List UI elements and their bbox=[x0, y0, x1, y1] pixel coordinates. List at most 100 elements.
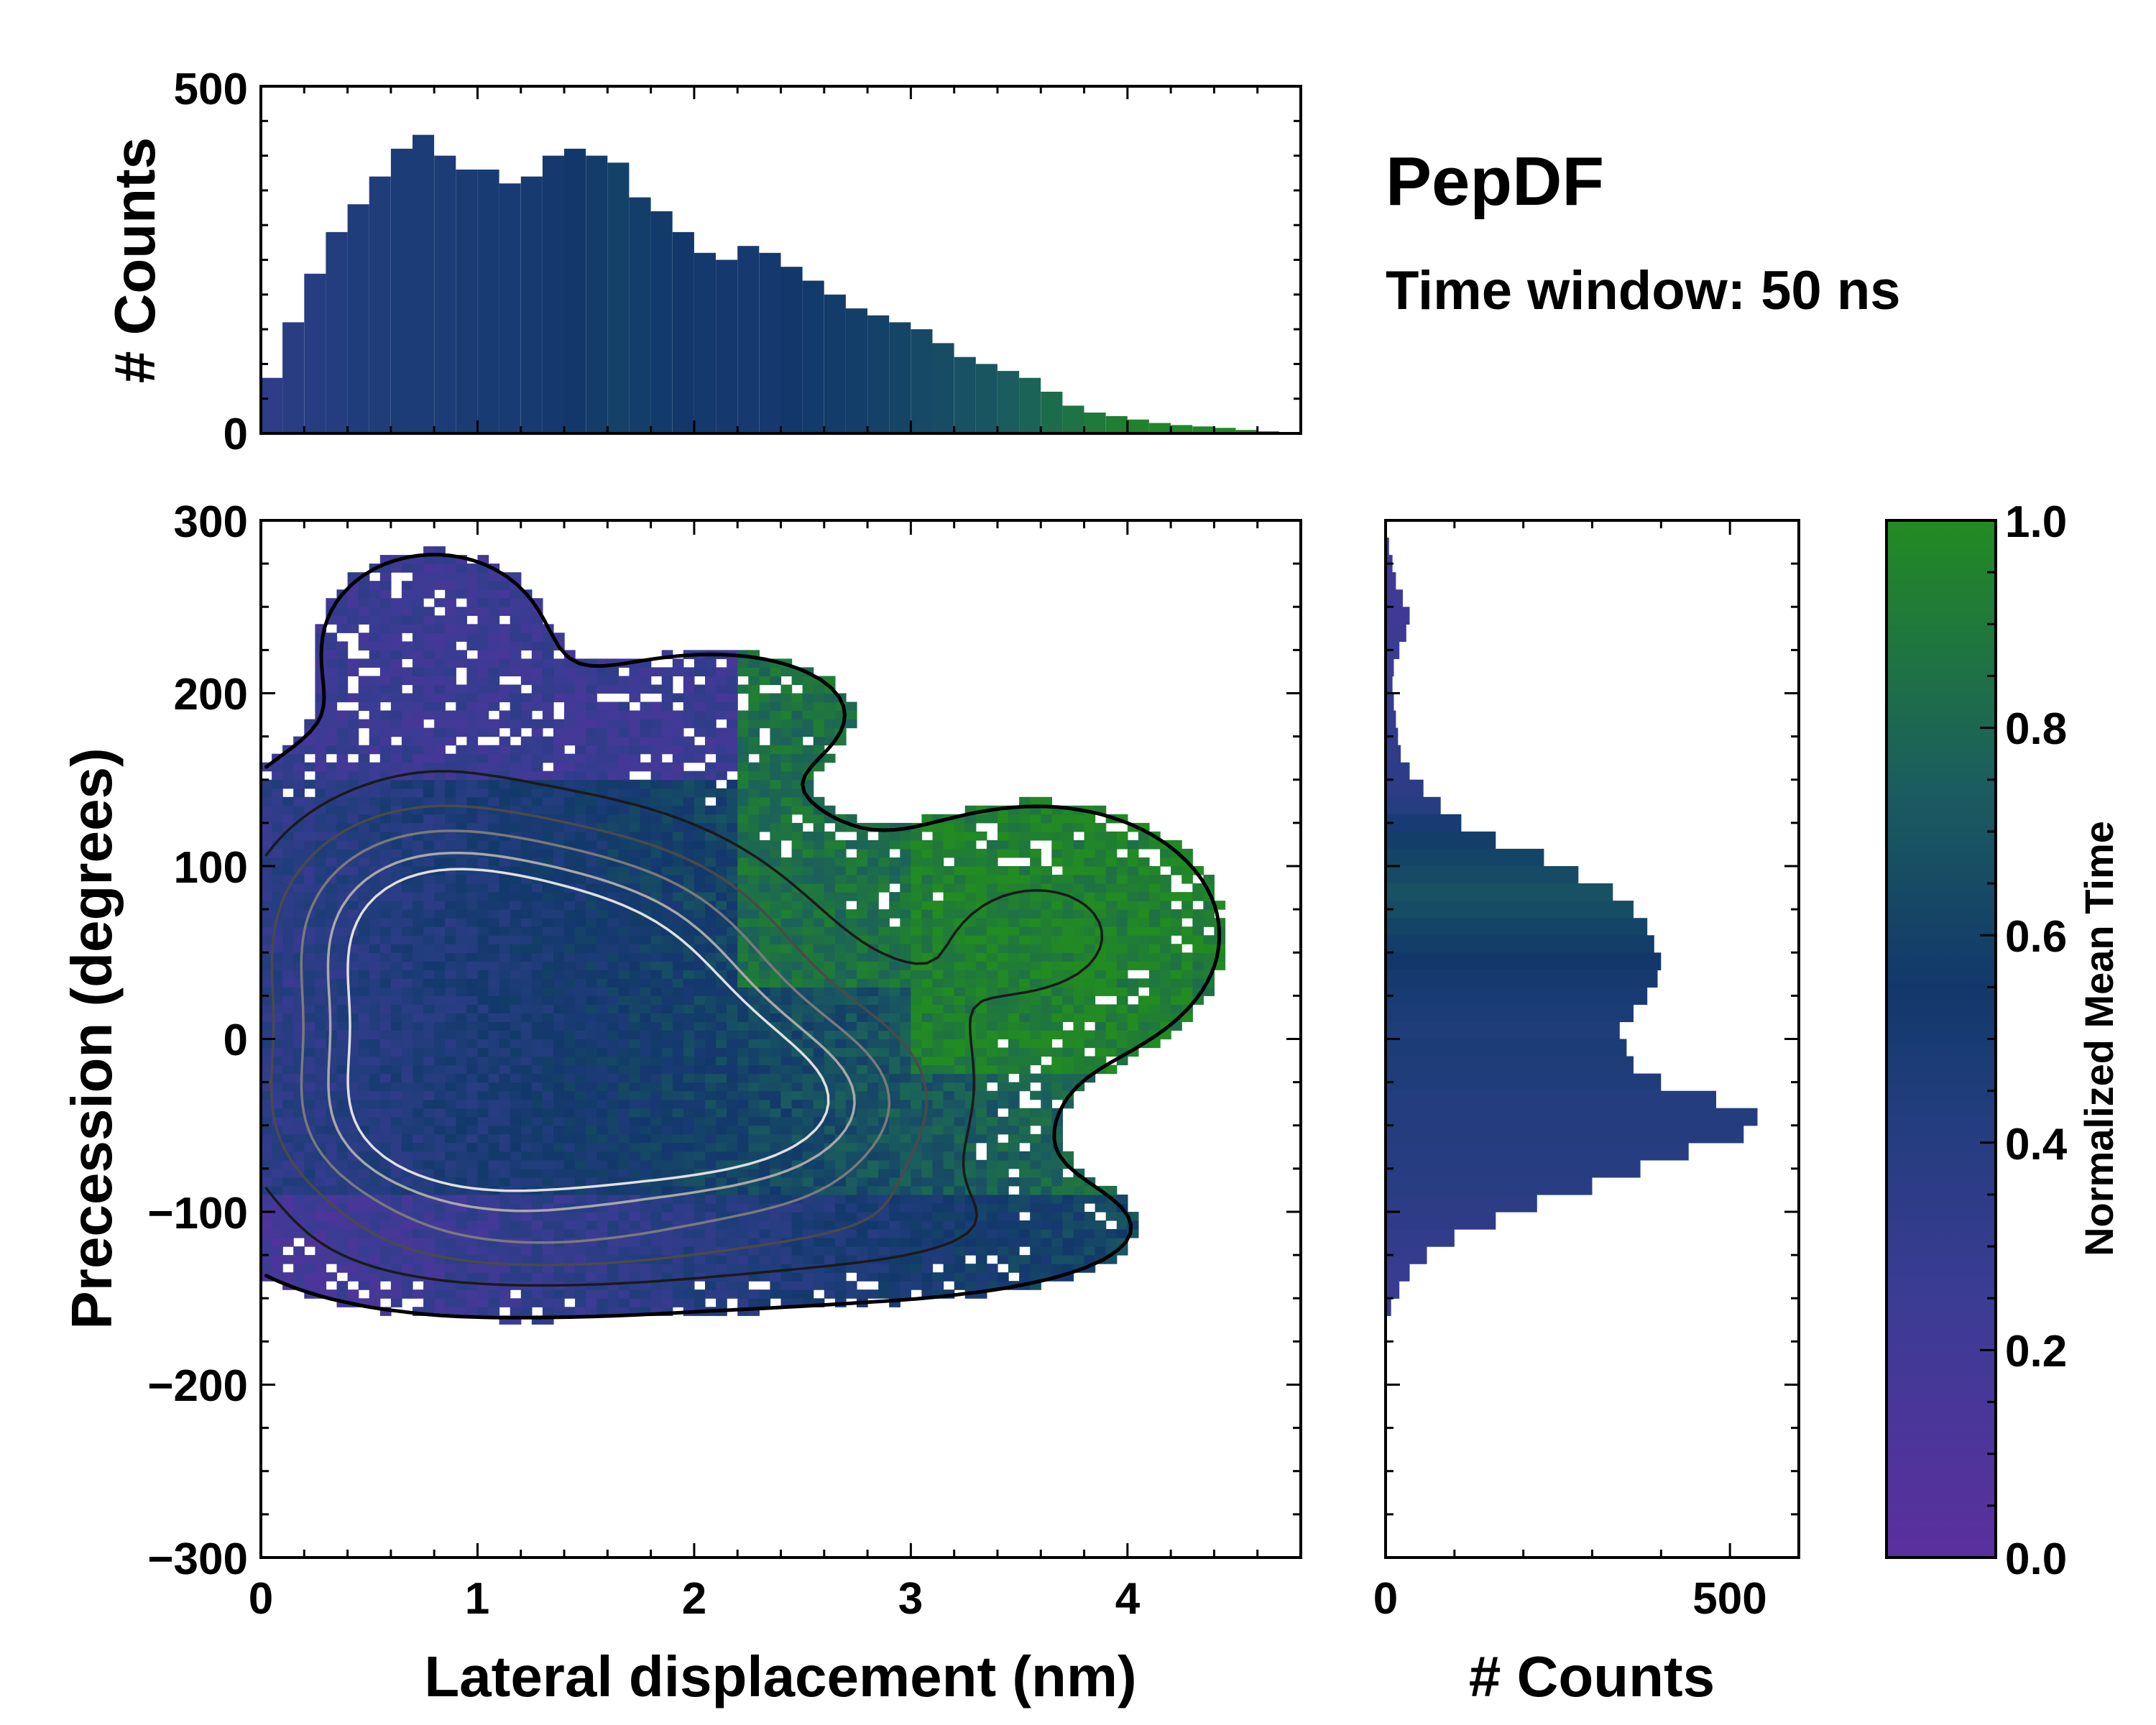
heatmap-cell bbox=[932, 1133, 944, 1144]
heatmap-cell bbox=[445, 1203, 456, 1213]
heatmap-cell bbox=[564, 926, 576, 936]
heatmap-cell bbox=[499, 1013, 511, 1022]
heatmap-cell bbox=[542, 866, 554, 875]
heatmap-cell bbox=[488, 1289, 500, 1299]
heatmap-cell bbox=[640, 710, 652, 720]
heatmap-cell bbox=[434, 1151, 446, 1161]
heatmap-cell bbox=[358, 995, 370, 1005]
heatmap-cell bbox=[575, 814, 586, 824]
heatmap-cell bbox=[683, 1056, 695, 1066]
heatmap-cell bbox=[900, 857, 911, 867]
heatmap-cell bbox=[272, 1255, 283, 1264]
heatmap-cell bbox=[401, 1013, 413, 1022]
heatmap-cell bbox=[423, 555, 435, 564]
heatmap-cell bbox=[520, 632, 533, 642]
heatmap-cell bbox=[964, 926, 977, 936]
heatmap-cell bbox=[379, 581, 392, 590]
heatmap-cell bbox=[857, 1013, 868, 1022]
heatmap-cell bbox=[564, 814, 576, 824]
heatmap-cell bbox=[998, 1212, 1009, 1221]
heatmap-cell bbox=[456, 710, 467, 720]
heatmap-cell bbox=[445, 875, 456, 884]
heatmap-cell bbox=[802, 831, 814, 841]
heatmap-cell bbox=[845, 1142, 857, 1152]
heatmap-cell bbox=[845, 866, 857, 875]
heatmap-cell bbox=[759, 788, 771, 798]
heatmap-cell bbox=[683, 1116, 695, 1126]
heatmap-cell bbox=[575, 909, 586, 919]
heatmap-cell bbox=[564, 892, 576, 901]
heatmap-cell bbox=[770, 736, 782, 746]
heatmap-cell bbox=[834, 987, 847, 996]
heatmap-cell bbox=[326, 710, 338, 720]
heatmap-cell bbox=[683, 909, 695, 919]
heatmap-cell bbox=[282, 866, 294, 875]
top-hist-bar bbox=[1235, 430, 1258, 433]
heatmap-cell bbox=[759, 719, 771, 729]
heatmap-cell bbox=[531, 796, 543, 806]
heatmap-cell bbox=[304, 1159, 315, 1169]
heatmap-cell bbox=[531, 719, 543, 729]
heatmap-cell bbox=[466, 952, 479, 962]
heatmap-cell bbox=[954, 1255, 966, 1264]
heatmap-cell bbox=[748, 667, 760, 676]
heatmap-cell bbox=[466, 814, 479, 824]
heatmap-cell bbox=[586, 952, 597, 962]
heatmap-cell bbox=[520, 1195, 533, 1204]
heatmap-cell bbox=[499, 788, 511, 798]
heatmap-cell bbox=[466, 1047, 479, 1057]
heatmap-cell bbox=[466, 762, 479, 772]
heatmap-cell bbox=[423, 814, 435, 824]
heatmap-cell bbox=[413, 1108, 424, 1118]
heatmap-cell bbox=[304, 1039, 315, 1049]
heatmap-cell bbox=[672, 1142, 684, 1152]
heatmap-cell bbox=[413, 970, 424, 979]
heatmap-cell bbox=[575, 1056, 586, 1066]
heatmap-cell bbox=[911, 935, 923, 944]
heatmap-cell bbox=[672, 978, 684, 988]
heatmap-cell bbox=[802, 1099, 814, 1109]
heatmap-cell bbox=[932, 1056, 944, 1066]
heatmap-cell bbox=[986, 1185, 998, 1195]
heatmap-cell bbox=[759, 1229, 771, 1238]
heatmap-cell bbox=[336, 892, 349, 901]
heatmap-cell bbox=[596, 796, 608, 806]
heatmap-cell bbox=[520, 1082, 533, 1092]
heatmap-cell bbox=[911, 926, 923, 936]
heatmap-cell bbox=[857, 1151, 868, 1161]
heatmap-cell bbox=[878, 1056, 890, 1066]
heatmap-cell bbox=[272, 796, 283, 806]
heatmap-cell bbox=[640, 1289, 652, 1299]
heatmap-cell bbox=[315, 762, 327, 772]
heatmap-cell bbox=[358, 598, 370, 607]
heatmap-cell bbox=[813, 736, 825, 746]
heatmap-cell bbox=[336, 641, 349, 650]
heatmap-cell bbox=[369, 1004, 381, 1013]
heatmap-cell bbox=[488, 1056, 500, 1066]
heatmap-cell bbox=[477, 667, 489, 676]
heatmap-cell bbox=[629, 1168, 641, 1178]
heatmap-cell bbox=[737, 805, 749, 815]
heatmap-cell bbox=[737, 909, 749, 919]
heatmap-cell bbox=[477, 875, 489, 884]
heatmap-cell bbox=[716, 762, 727, 772]
heatmap-cell bbox=[586, 753, 597, 763]
heatmap-cell bbox=[466, 684, 479, 694]
heatmap-cell bbox=[261, 866, 272, 875]
heatmap-cell bbox=[932, 1116, 944, 1126]
heatmap-cell bbox=[986, 1272, 998, 1282]
heatmap-cell bbox=[347, 658, 359, 668]
heatmap-cell bbox=[304, 1220, 315, 1230]
heatmap-cell bbox=[369, 831, 381, 841]
heatmap-cell bbox=[640, 883, 652, 893]
heatmap-cell bbox=[456, 909, 467, 919]
heatmap-cell bbox=[705, 1108, 717, 1118]
heatmap-cell bbox=[261, 1203, 272, 1213]
heatmap-cell bbox=[586, 1168, 597, 1178]
heatmap-cell bbox=[466, 1116, 479, 1126]
heatmap-cell bbox=[705, 1090, 717, 1100]
heatmap-cell bbox=[315, 909, 327, 919]
heatmap-cell bbox=[413, 995, 424, 1005]
heatmap-cell bbox=[434, 1090, 446, 1100]
heatmap-cell bbox=[683, 892, 695, 901]
